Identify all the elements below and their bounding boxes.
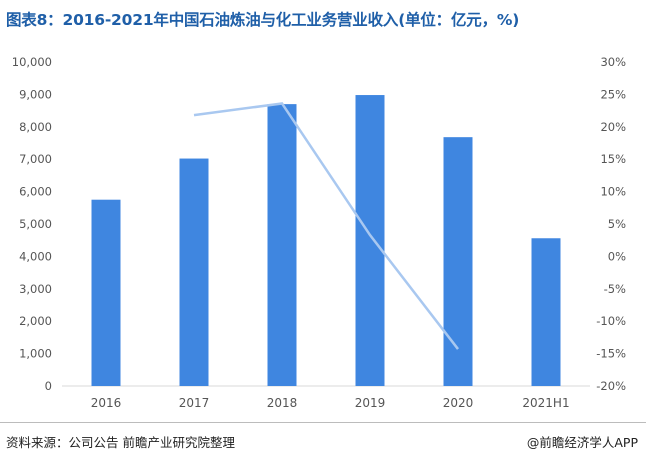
- y-left-tick-label: 6,000: [19, 185, 52, 199]
- y-right-tick-label: -10%: [596, 314, 626, 328]
- y-left-tick-label: 10,000: [12, 55, 52, 69]
- y-right-tick-label: 20%: [600, 120, 626, 134]
- y-axis-right: -20% -15% -10% -5% 0% 5% 10% 15% 20% 25% 30%: [596, 55, 626, 393]
- bar-series: [91, 95, 561, 387]
- y-right-tick-label: -20%: [596, 379, 626, 393]
- y-left-tick-label: 8,000: [19, 120, 52, 134]
- y-right-tick-label: 0%: [608, 249, 626, 263]
- y-left-tick-label: 1,000: [19, 347, 52, 361]
- x-tick-label: 2016: [91, 396, 122, 410]
- x-tick-label: 2017: [179, 396, 210, 410]
- x-tick-label: 2019: [355, 396, 386, 410]
- y-left-tick-label: 4,000: [19, 249, 52, 263]
- y-left-tick-label: 9,000: [19, 87, 52, 101]
- growth-line-series: [193, 102, 459, 350]
- y-right-tick-label: 10%: [600, 185, 626, 199]
- bar: [443, 137, 473, 386]
- x-tick-label: 2020: [443, 396, 474, 410]
- y-right-tick-label: 15%: [600, 152, 626, 166]
- bar: [91, 199, 121, 386]
- footer-source: 资料来源：公司公告 前瞻产业研究院整理: [6, 435, 235, 450]
- chart-title: 图表8：2016-2021年中国石油炼油与化工业务营业收入(单位：亿元，%): [6, 11, 520, 29]
- y-left-tick-label: 0: [45, 379, 52, 393]
- y-right-tick-label: -5%: [604, 282, 626, 296]
- y-left-tick-label: 7,000: [19, 152, 52, 166]
- y-left-tick-label: 3,000: [19, 282, 52, 296]
- y-left-tick-label: 5,000: [19, 217, 52, 231]
- bar: [531, 238, 561, 386]
- x-tick-label: 2018: [267, 396, 298, 410]
- bar: [355, 95, 385, 386]
- bar: [179, 158, 209, 386]
- y-right-tick-label: 5%: [608, 217, 626, 231]
- y-left-tick-label: 2,000: [19, 314, 52, 328]
- y-right-tick-label: 25%: [600, 87, 626, 101]
- y-right-tick-label: -15%: [596, 347, 626, 361]
- footer-brand: @前瞻经济学人APP: [526, 435, 638, 450]
- x-tick-label: 2021H1: [522, 396, 569, 410]
- y-right-tick-label: 30%: [600, 55, 626, 69]
- bar: [267, 104, 297, 387]
- x-axis-labels: 2016 2017 2018 2019 2020 2021H1: [91, 396, 570, 410]
- y-axis-left: 0 1,000 2,000 3,000 4,000 5,000 6,000 7,000 8,00…: [12, 55, 52, 393]
- footer-divider: [0, 422, 646, 423]
